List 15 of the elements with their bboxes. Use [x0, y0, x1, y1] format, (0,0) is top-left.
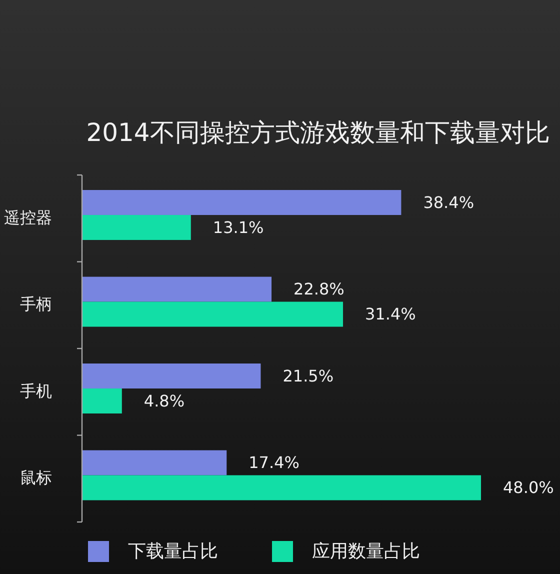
data-label: 38.4% [423, 192, 474, 212]
chart-title: 2014不同操控方式游戏数量和下载量对比 [86, 118, 550, 147]
y-tick-label: 鼠标 [20, 468, 52, 487]
data-label: 13.1% [212, 218, 264, 237]
y-tick-label: 手机 [20, 381, 52, 400]
data-label: 17.4% [248, 453, 300, 472]
data-label: 31.4% [365, 304, 416, 324]
legend-label: 下载量占比 [128, 540, 218, 562]
data-label: 21.5% [282, 366, 334, 386]
y-tick-label: 遥控器 [4, 208, 52, 227]
data-label: 4.8% [144, 391, 185, 410]
y-tick-label: 手柄 [20, 294, 52, 314]
data-label: 48.0% [503, 478, 554, 498]
legend-label: 应用数量占比 [312, 540, 420, 562]
data-label: 22.8% [294, 280, 344, 299]
